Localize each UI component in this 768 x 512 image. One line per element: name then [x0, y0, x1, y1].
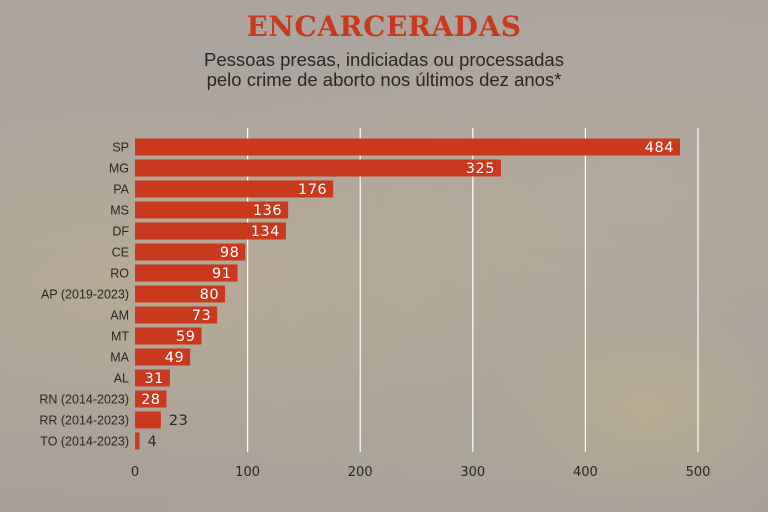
- data-label: 176: [298, 182, 327, 198]
- data-label: 98: [220, 245, 239, 261]
- bar: [135, 264, 238, 282]
- bar: [135, 390, 167, 408]
- category-label: MG: [109, 162, 129, 176]
- data-label: 80: [200, 287, 219, 303]
- bar: [135, 369, 170, 387]
- data-label: 91: [212, 266, 231, 282]
- x-tick-label: 100: [235, 465, 260, 480]
- subtitle-line-2: pelo crime de aborto nos últimos dez ano…: [206, 69, 562, 90]
- category-label: SP: [112, 141, 129, 155]
- data-label: 484: [645, 140, 674, 156]
- bar: [135, 348, 191, 366]
- chart-subtitle: Pessoas presas, indiciadas ou processada…: [100, 50, 668, 90]
- data-label: 73: [192, 308, 211, 324]
- bar: [135, 222, 286, 240]
- category-label: CE: [112, 246, 129, 260]
- category-label: RR (2014-2023): [39, 414, 129, 428]
- data-label: 49: [165, 350, 184, 366]
- category-label: MA: [110, 351, 129, 365]
- bar: [135, 432, 140, 450]
- data-label: 28: [141, 392, 160, 408]
- data-label: 134: [251, 224, 280, 240]
- data-label: 23: [169, 413, 188, 429]
- bar: [135, 201, 289, 219]
- category-label: PA: [113, 183, 129, 197]
- category-label: MT: [111, 330, 129, 344]
- bar: [135, 159, 501, 177]
- bar: [135, 138, 680, 156]
- category-label: AL: [114, 372, 129, 386]
- category-label: AM: [110, 309, 129, 323]
- x-tick-label: 300: [460, 465, 485, 480]
- category-label: AP (2019-2023): [41, 288, 129, 302]
- bar: [135, 327, 202, 345]
- chart-title: ENCARCERADAS: [246, 10, 522, 43]
- bar: [135, 306, 218, 324]
- data-label: 136: [253, 203, 282, 219]
- x-tick-label: 200: [348, 465, 373, 480]
- subtitle-line-1: Pessoas presas, indiciadas ou processada…: [204, 49, 564, 70]
- data-label: 4: [148, 434, 158, 450]
- data-label: 59: [176, 329, 195, 345]
- bar: [135, 243, 246, 261]
- bar: [135, 180, 334, 198]
- bar: [135, 411, 161, 429]
- x-tick-label: 0: [131, 465, 139, 480]
- data-label: 325: [466, 161, 495, 177]
- category-label: MS: [110, 204, 129, 218]
- category-label: RO: [110, 267, 129, 281]
- x-tick-label: 500: [686, 465, 711, 480]
- category-label: DF: [112, 225, 129, 239]
- category-label: RN (2014-2023): [39, 393, 129, 407]
- data-label: 31: [144, 371, 163, 387]
- category-label: TO (2014-2023): [40, 435, 129, 449]
- x-tick-label: 400: [573, 465, 598, 480]
- bar: [135, 285, 226, 303]
